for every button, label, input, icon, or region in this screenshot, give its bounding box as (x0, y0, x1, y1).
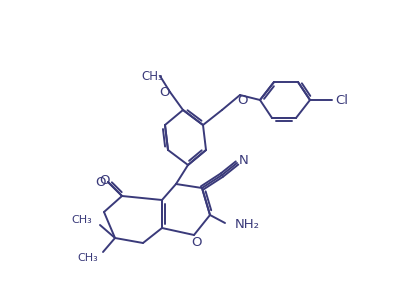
Text: CH₃: CH₃ (141, 70, 163, 83)
Text: O: O (191, 235, 201, 248)
Text: NH₂: NH₂ (235, 218, 260, 231)
Text: CH₃: CH₃ (77, 253, 98, 263)
Text: CH₃: CH₃ (71, 215, 92, 225)
Text: Cl: Cl (335, 93, 349, 106)
Text: O: O (159, 85, 169, 98)
Text: O: O (95, 175, 105, 188)
Text: O: O (100, 173, 110, 186)
Text: N: N (239, 153, 249, 166)
Text: O: O (237, 93, 247, 106)
